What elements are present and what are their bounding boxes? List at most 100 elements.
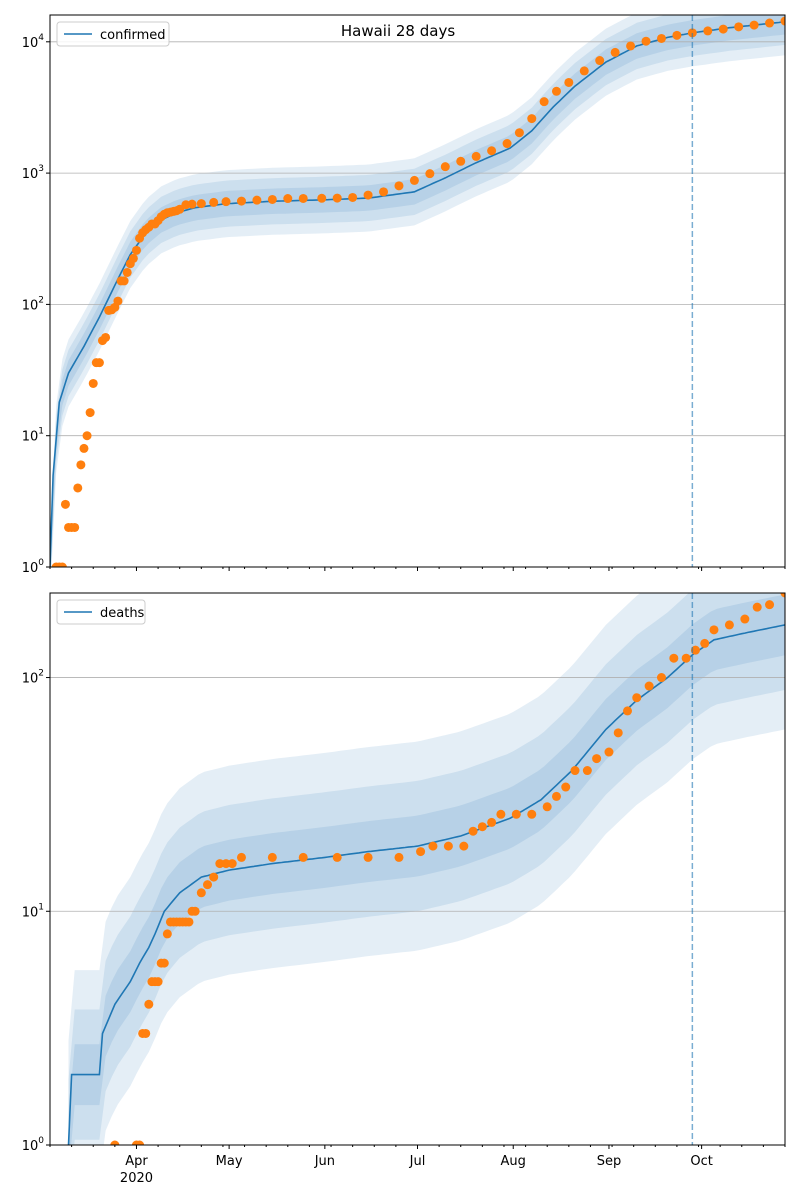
data-point [604, 747, 614, 757]
data-point [468, 826, 478, 836]
data-point [175, 204, 185, 214]
x-tick-label: Apr [125, 1154, 148, 1169]
data-point [459, 841, 469, 851]
data-point [119, 276, 129, 286]
data-point [511, 809, 521, 819]
data-point [267, 852, 277, 862]
data-point [487, 146, 497, 156]
data-point [73, 483, 83, 493]
data-point [613, 728, 623, 738]
data-point [252, 195, 262, 205]
data-point [82, 431, 92, 441]
data-point [128, 253, 138, 263]
data-point [332, 193, 342, 203]
data-point [752, 602, 762, 612]
data-point [632, 693, 642, 703]
x-tick-label: May [216, 1154, 243, 1169]
data-point [724, 620, 734, 630]
x-tick-label: Jun [314, 1154, 335, 1169]
data-point [551, 791, 561, 801]
data-point [700, 638, 710, 648]
data-point [144, 999, 154, 1009]
data-point [131, 245, 141, 255]
data-point [394, 181, 404, 191]
y-tick-label: 101 [22, 427, 44, 445]
legend: confirmed [56, 21, 170, 47]
data-point [227, 859, 237, 869]
data-point [703, 26, 713, 36]
data-point [765, 18, 775, 28]
data-point [113, 296, 123, 306]
data-point [749, 20, 759, 30]
chart-title: Hawaii 28 days [341, 22, 455, 40]
uncertainty-band [50, 15, 785, 567]
data-point [564, 77, 574, 87]
data-point [196, 888, 206, 898]
data-point [348, 192, 358, 202]
data-point [209, 197, 219, 207]
data-point [425, 169, 435, 179]
y-tick-label: 102 [22, 669, 44, 687]
data-point [514, 128, 524, 138]
data-point [734, 22, 744, 32]
data-point [298, 852, 308, 862]
data-point [57, 562, 67, 567]
uncertainty-band [50, 15, 785, 567]
data-point [718, 24, 728, 34]
data-point [672, 30, 682, 40]
legend-label: deaths [100, 606, 145, 621]
data-point [184, 917, 194, 927]
data-point [122, 267, 132, 277]
data-point [215, 859, 225, 869]
y-tick-label: 104 [22, 33, 45, 51]
legend: deaths [56, 599, 146, 625]
data-point [394, 852, 404, 862]
data-point [203, 880, 212, 890]
x-tick-sublabel: 2020 [120, 1171, 153, 1186]
model-line [50, 21, 785, 567]
data-point [471, 151, 481, 161]
data-point [687, 28, 697, 38]
data-point [527, 114, 537, 124]
data-point [162, 929, 172, 939]
y-tick-label: 100 [22, 558, 45, 576]
data-point [579, 66, 589, 76]
data-point [187, 199, 197, 209]
data-point [317, 193, 327, 203]
data-point [561, 782, 571, 792]
data-point [409, 175, 419, 185]
x-tick-label: Jul [409, 1154, 426, 1169]
data-point [159, 958, 169, 968]
axes-frame [49, 14, 786, 568]
data-point [79, 443, 89, 453]
data-point [221, 197, 231, 207]
data-point [190, 906, 200, 916]
data-point [570, 766, 580, 776]
data-point [60, 499, 70, 509]
data-point [416, 847, 426, 857]
data-point [456, 156, 466, 166]
legend-label: confirmed [100, 28, 166, 43]
data-point [153, 977, 163, 987]
data-point [681, 653, 691, 663]
data-point [551, 86, 561, 96]
data-point [363, 190, 373, 200]
data-point [542, 802, 552, 812]
uncertainty-band [68, 594, 785, 1145]
data-point [236, 196, 246, 206]
data-point [709, 625, 719, 635]
data-point [70, 522, 80, 532]
data-point [623, 706, 632, 716]
data-point [496, 809, 506, 819]
data-point [582, 766, 592, 776]
data-point [221, 859, 231, 869]
data-point [209, 872, 219, 882]
data-point [196, 199, 206, 209]
data-point [76, 460, 86, 470]
data-point [644, 681, 654, 691]
data-point [477, 822, 487, 832]
y-tick-label: 103 [22, 164, 44, 182]
data-point [502, 139, 512, 149]
data-point [141, 1028, 151, 1038]
